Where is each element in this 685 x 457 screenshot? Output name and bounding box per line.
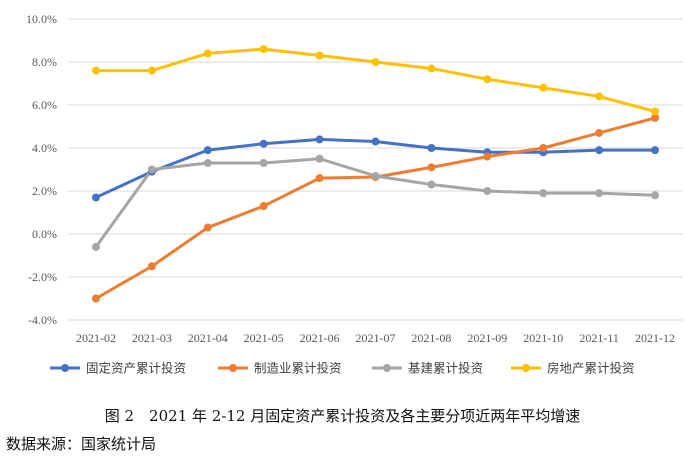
data-point xyxy=(371,137,380,146)
data-point xyxy=(315,174,324,183)
legend-marker xyxy=(522,364,530,372)
data-point xyxy=(427,163,436,172)
data-point xyxy=(147,262,156,271)
figure-caption: 图 2 2021 年 2-12 月固定资产累计投资及各主要分项近两年平均增速 xyxy=(104,407,581,425)
x-tick-label: 2021-11 xyxy=(579,331,619,345)
legend-marker xyxy=(229,364,237,372)
data-point xyxy=(315,135,324,144)
legend-label: 基建累计投资 xyxy=(408,361,483,376)
data-point xyxy=(259,202,268,211)
data-point xyxy=(91,193,100,202)
legend-marker xyxy=(383,364,391,372)
data-point xyxy=(539,189,548,198)
x-tick-label: 2021-06 xyxy=(300,331,340,345)
data-point xyxy=(259,139,268,148)
x-tick-label: 2021-04 xyxy=(188,331,228,345)
data-point xyxy=(259,45,268,54)
y-tick-label: 2.0% xyxy=(32,184,57,198)
y-tick-label: 10.0% xyxy=(26,12,57,26)
x-tick-label: 2021-10 xyxy=(523,331,563,345)
data-point xyxy=(203,146,212,155)
data-point xyxy=(427,144,436,152)
data-point xyxy=(91,66,100,75)
legend-label: 房地产累计投资 xyxy=(547,361,635,376)
data-point xyxy=(595,128,604,137)
data-point xyxy=(315,51,324,60)
data-point xyxy=(315,154,324,163)
legend-marker xyxy=(61,364,69,372)
data-point xyxy=(539,144,548,152)
y-tick-label: 8.0% xyxy=(32,55,57,69)
data-point xyxy=(539,83,548,92)
y-tick-label: -4.0% xyxy=(28,313,57,327)
data-point xyxy=(147,165,156,174)
data-point xyxy=(595,189,604,198)
data-point xyxy=(203,223,212,232)
y-tick-label: 4.0% xyxy=(32,141,57,155)
data-point xyxy=(427,64,436,73)
data-point xyxy=(651,146,660,155)
data-point xyxy=(595,92,604,101)
data-point xyxy=(651,191,660,200)
x-tick-label: 2021-08 xyxy=(411,331,451,345)
legend-label: 制造业累计投资 xyxy=(254,361,342,376)
x-tick-label: 2021-03 xyxy=(132,331,172,345)
data-point xyxy=(427,180,436,189)
data-point xyxy=(651,107,660,116)
data-point xyxy=(203,159,212,168)
data-source-note: 数据来源：国家统计局 xyxy=(6,435,157,453)
x-tick-label: 2021-09 xyxy=(467,331,507,345)
line-chart: -4.0% -2.0% 0.0% 2.0% 4.0% 6.0% 8.0% 10.0% 2021… xyxy=(26,12,683,376)
data-point xyxy=(91,294,100,303)
data-point xyxy=(483,152,492,161)
data-point xyxy=(147,66,156,75)
x-tick-label: 2021-02 xyxy=(76,331,116,345)
data-point xyxy=(595,146,604,155)
data-point xyxy=(651,113,660,122)
data-point xyxy=(203,49,212,58)
y-tick-label: 6.0% xyxy=(32,98,57,112)
legend-label: 固定资产累计投资 xyxy=(86,361,186,376)
y-tick-label: -2.0% xyxy=(28,270,57,284)
x-tick-label: 2021-07 xyxy=(356,331,396,345)
data-point xyxy=(91,242,100,251)
data-point xyxy=(483,75,492,84)
y-tick-label: 0.0% xyxy=(32,227,57,241)
x-tick-label: 2021-12 xyxy=(635,331,675,345)
data-point xyxy=(259,159,268,168)
x-tick-label: 2021-05 xyxy=(244,331,284,345)
data-point xyxy=(371,171,380,180)
data-point xyxy=(483,187,492,195)
data-point xyxy=(371,58,380,66)
